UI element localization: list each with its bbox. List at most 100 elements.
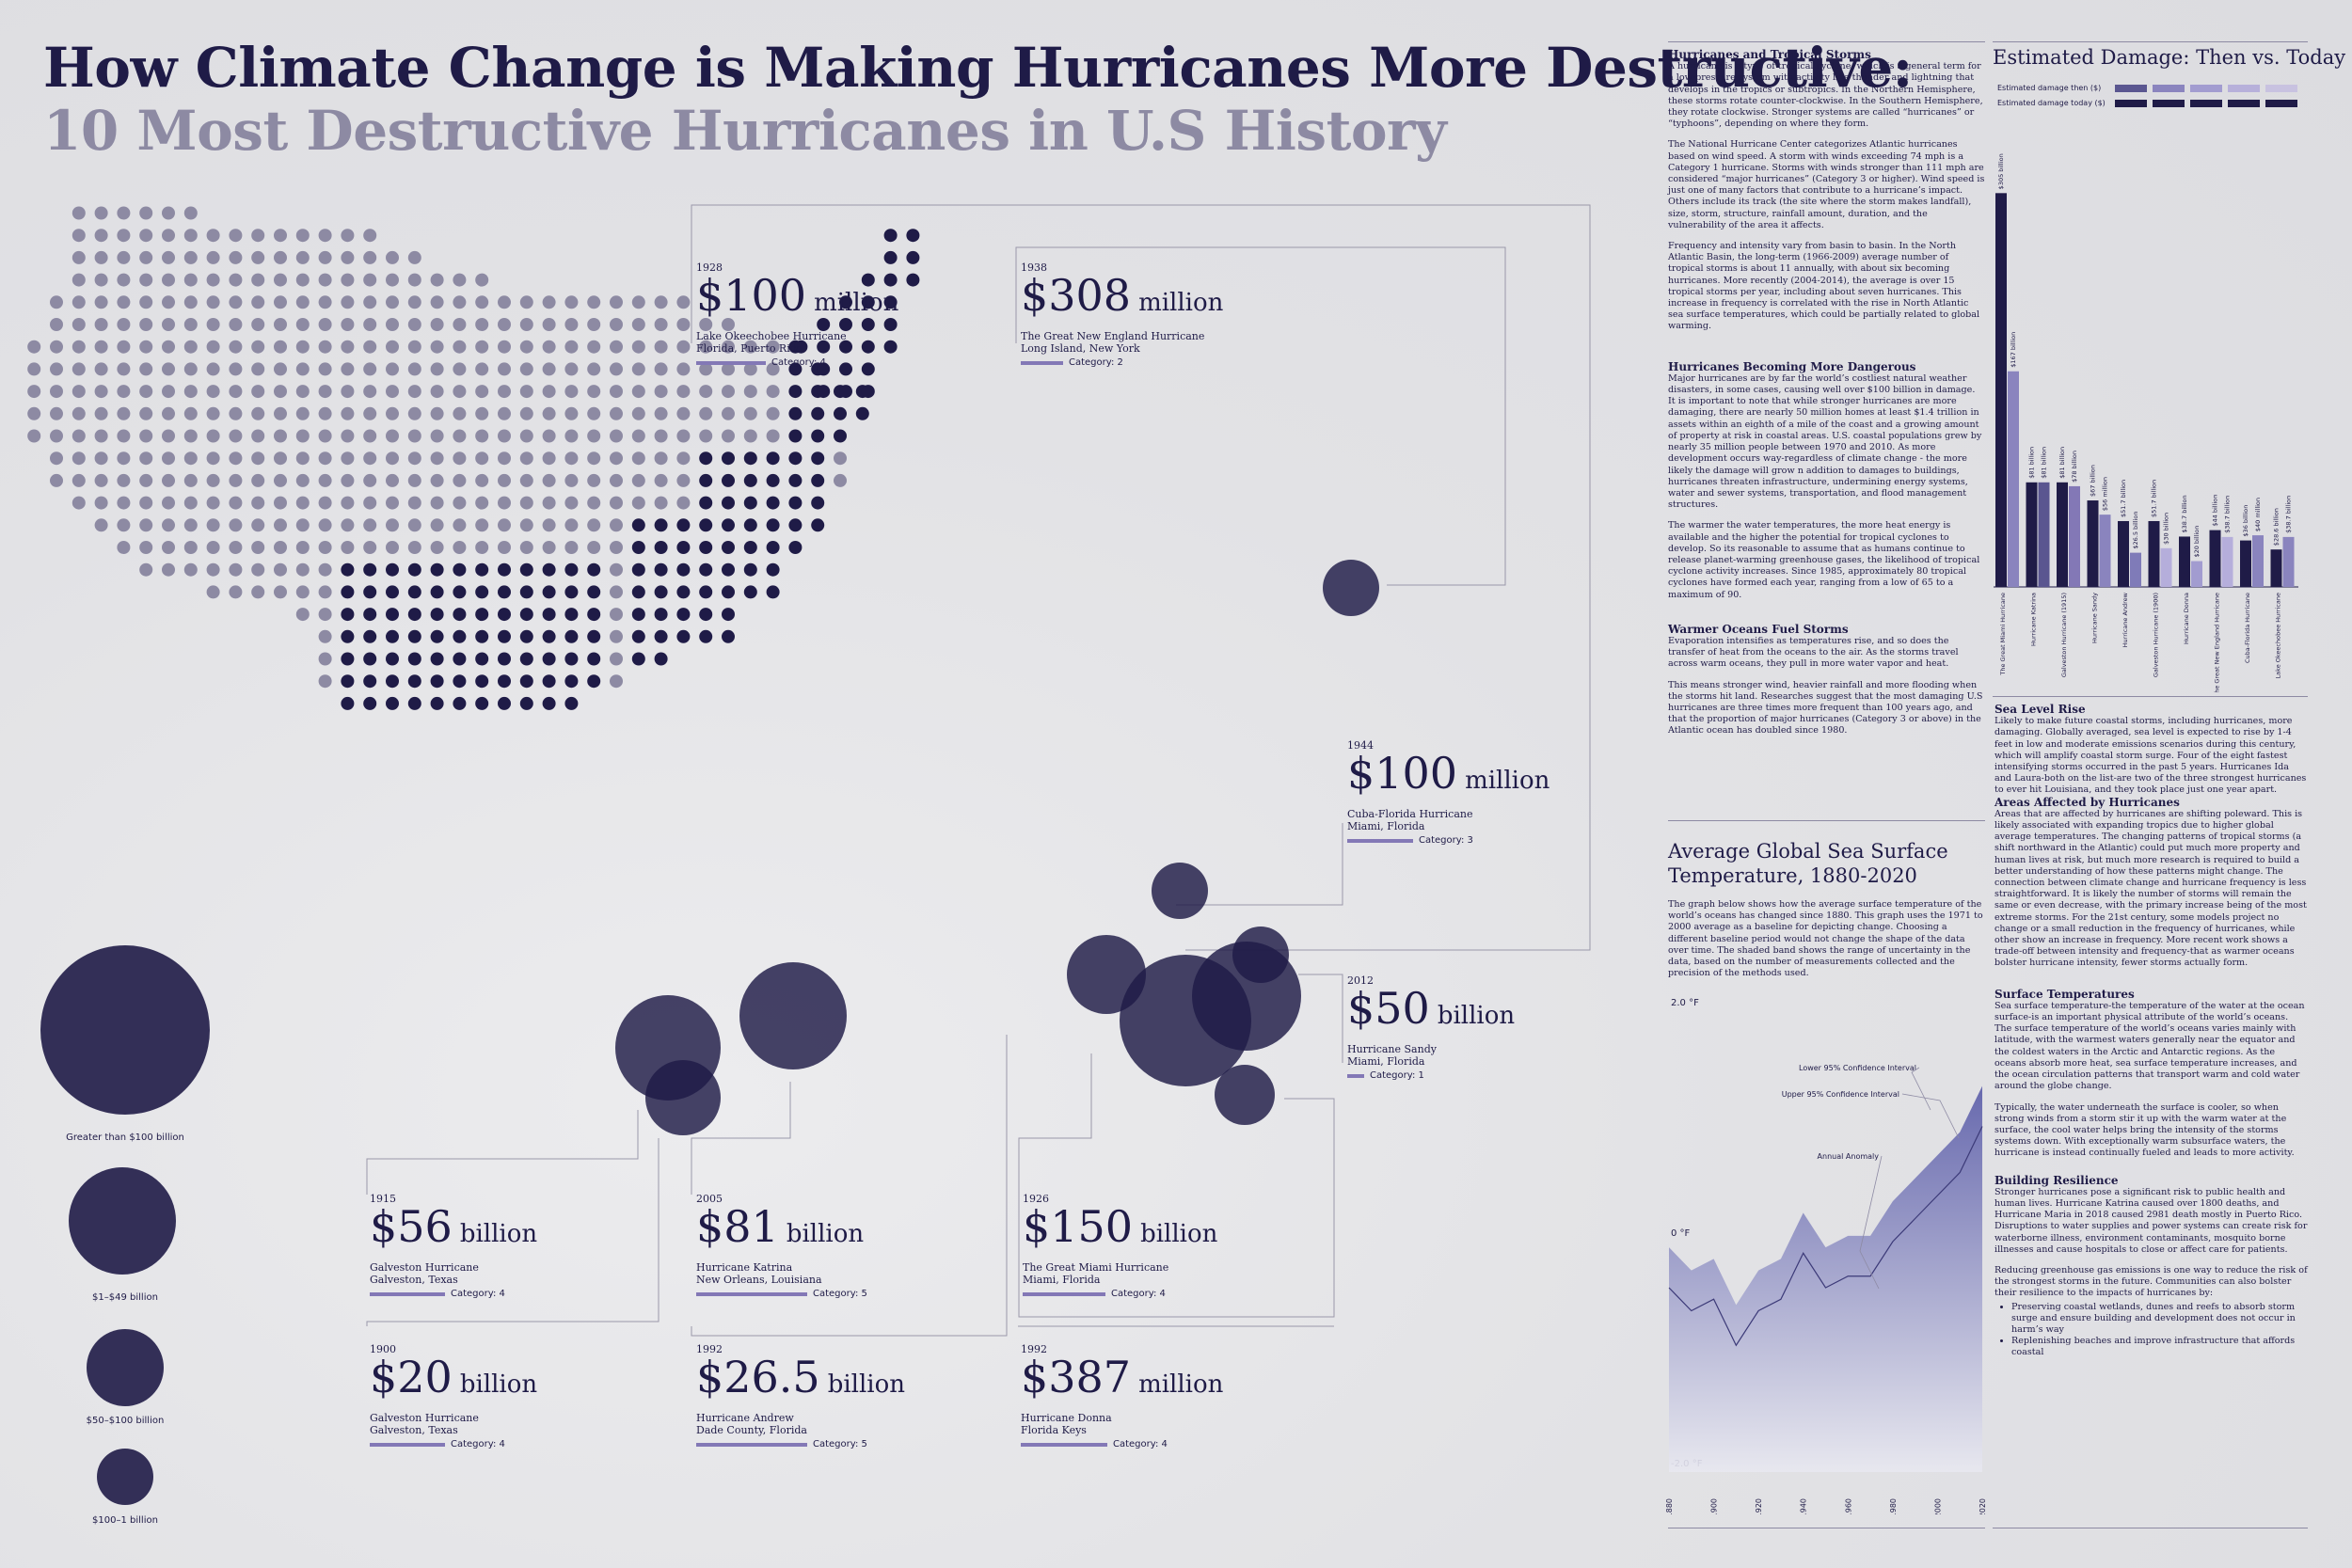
map-dot (363, 429, 377, 443)
bar-today-label: $51.7 billion (2151, 480, 2158, 517)
map-dot (162, 340, 175, 354)
map-dot (251, 385, 265, 399)
map-dot (386, 385, 399, 399)
map-dot (610, 318, 623, 331)
map-dot (699, 608, 713, 622)
bar-then (2099, 515, 2111, 587)
map-dot (631, 473, 645, 487)
legend-today-swatch (2265, 100, 2297, 107)
map-dot (817, 385, 831, 399)
map-dot (839, 362, 852, 376)
map-dot (430, 273, 444, 287)
map-dot (453, 362, 467, 376)
map-dot (631, 518, 645, 532)
map-dot (341, 429, 355, 443)
callout-year: 1915 (370, 1193, 396, 1205)
callout-place: Florida Keys (1021, 1424, 1087, 1436)
map-dot (498, 340, 511, 354)
legend-today-label: Estimated damage today ($) (1997, 99, 2106, 107)
map-dot (475, 652, 489, 666)
map-dot (363, 585, 377, 599)
map-dot (631, 385, 645, 399)
map-dot (94, 362, 108, 376)
map-dot (498, 518, 511, 532)
bar-today-label: $81 billion (2028, 447, 2036, 479)
map-dot (610, 362, 623, 376)
map-dot (50, 385, 63, 399)
map-dot (94, 295, 108, 309)
map-dot (318, 674, 332, 689)
map-dot (229, 429, 243, 443)
map-dot (564, 496, 579, 510)
map-dot (430, 406, 444, 420)
damage-bubble (1152, 863, 1208, 919)
map-dot (27, 429, 41, 443)
map-dot (341, 451, 355, 466)
map-dot (72, 473, 86, 487)
map-dot (274, 340, 287, 354)
map-dot (453, 385, 467, 399)
map-dot (72, 206, 86, 220)
map-dot (699, 429, 713, 443)
map-dot (274, 406, 287, 420)
map-dot (206, 585, 220, 599)
map-dot (699, 406, 713, 420)
map-dot (341, 385, 355, 399)
map-dot (72, 229, 86, 243)
map-dot (206, 451, 220, 466)
map-dot (817, 318, 831, 331)
map-dot (341, 652, 355, 666)
legend-circle (69, 1167, 176, 1275)
map-dot (610, 629, 623, 643)
map-dot (229, 250, 243, 264)
map-dot (498, 541, 511, 554)
category-label: Lake Okeechobee Hurricane (2275, 593, 2282, 678)
annotation-label: Upper 95% Confidence Interval (1782, 1090, 1899, 1099)
map-dot (162, 206, 175, 220)
x-tick-label: 1940 (1800, 1498, 1808, 1514)
map-dot (542, 340, 556, 354)
callout-category: Category: 2 (1021, 357, 1303, 368)
section-paragraph: Likely to make future coastal storms, in… (1994, 716, 2307, 796)
bar-today-label: $81 billion (2058, 447, 2066, 479)
map-dot (542, 451, 556, 466)
callout-year: 1992 (1021, 1343, 1047, 1355)
map-dot (251, 318, 265, 331)
map-dot (94, 250, 108, 264)
map-dot (139, 518, 153, 532)
map-dot (318, 473, 332, 487)
map-dot (162, 496, 175, 510)
map-dot (363, 451, 377, 466)
map-dot (564, 318, 579, 331)
annotation-label: Lower 95% Confidence Interval (1799, 1064, 1916, 1072)
legend-then-swatch (2265, 85, 2297, 92)
text-column-left: Hurricanes and Tropical Storms A hurrica… (1668, 49, 1985, 747)
map-dot (699, 518, 713, 532)
map-dot (676, 406, 691, 420)
map-dot (229, 473, 243, 487)
map-dot (834, 406, 847, 420)
map-dot (788, 473, 803, 487)
map-dot (766, 562, 780, 577)
map-dot (407, 608, 421, 622)
callout-place: Long Island, New York (1021, 342, 1140, 355)
map-dot (139, 541, 153, 554)
callout-amount: $150 billion (1023, 1201, 1218, 1252)
map-dot (363, 273, 377, 287)
map-dot (475, 273, 489, 287)
map-dot (519, 385, 533, 399)
map-dot (117, 451, 131, 466)
poster-title: How Climate Change is Making Hurricanes … (43, 36, 1913, 100)
callout-category: Category: 3 (1347, 835, 1629, 846)
map-dot (519, 406, 533, 420)
damage-chart-title: Estimated Damage: Then vs. Today (1993, 46, 2346, 69)
map-dot (475, 429, 489, 443)
map-dot (676, 385, 691, 399)
map-dot (94, 273, 108, 287)
section-paragraph: The warmer the water temperatures, the m… (1668, 520, 1980, 600)
map-dot (811, 429, 825, 443)
map-dot (610, 295, 623, 309)
annotation-label: Annual Anomaly (1818, 1152, 1880, 1161)
map-dot (839, 295, 852, 309)
bar-today-label: $38.7 billion (2181, 495, 2188, 532)
